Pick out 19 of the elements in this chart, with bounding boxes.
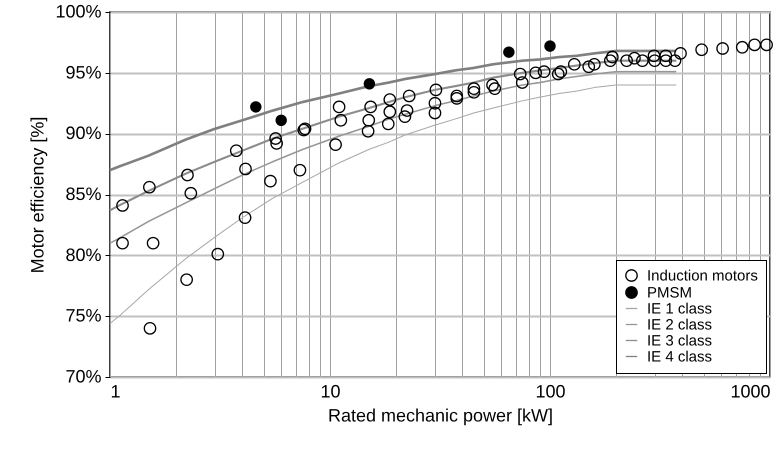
y-tick-label: 70% [65, 366, 102, 386]
legend-label: IE 4 class [647, 348, 712, 366]
y-tick-label: 95% [65, 62, 102, 82]
legend-label: IE 2 class [647, 316, 712, 334]
legend-label: PMSM [647, 284, 692, 302]
x-tick-label: 1000 [730, 382, 770, 402]
y-tick-label: 100% [55, 2, 102, 22]
x-tick-label: 10 [320, 382, 341, 402]
y-tick-label: 75% [65, 306, 102, 326]
y-tick-label: 85% [65, 184, 102, 204]
y-tick-label: 80% [65, 244, 102, 265]
x-tick-label: 1 [110, 382, 121, 402]
y-tick-label: 90% [65, 123, 102, 144]
x-tick-label: 100 [535, 382, 566, 402]
legend-label: Induction motors [647, 268, 758, 284]
x-axis-title: Rated mechanic power [kW] [328, 406, 554, 426]
y-axis-title: Motor efficiency [%] [27, 116, 48, 274]
legend-label: IE 1 class [647, 300, 712, 318]
legend-label: IE 3 class [647, 332, 712, 350]
